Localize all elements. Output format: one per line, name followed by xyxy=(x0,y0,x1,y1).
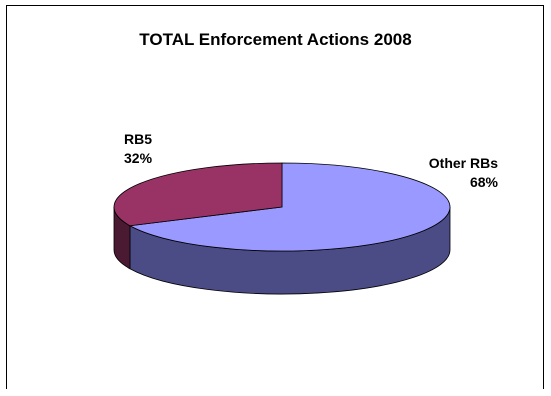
chart-title: TOTAL Enforcement Actions 2008 xyxy=(139,30,412,49)
pie-slice-rb5 xyxy=(113,162,283,227)
slice-label-other-rbs: Other RBs 68% xyxy=(404,154,498,192)
slice-percent-rb5: 32% xyxy=(124,150,153,166)
slice-name-rb5: RB5 xyxy=(124,131,153,147)
slice-percent-other-rbs: 68% xyxy=(469,174,498,190)
slice-label-rb5: RB5 32% xyxy=(124,130,152,168)
pie-slice-other-rbs xyxy=(128,162,451,252)
slice-name-other-rbs: Other RBs xyxy=(428,155,498,171)
